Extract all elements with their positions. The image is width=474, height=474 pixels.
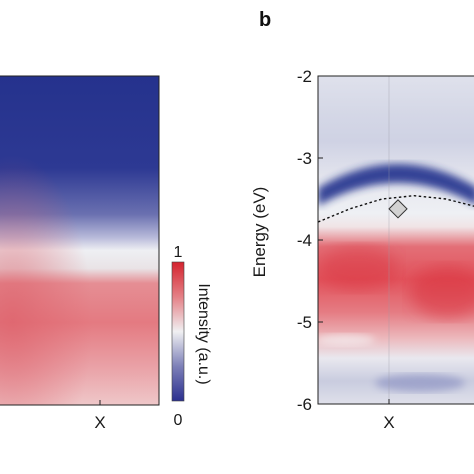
panel-b-y-tick-label: -6 <box>297 395 312 414</box>
panel-b: -2 -3 -4 -5 -6 X <box>297 67 474 432</box>
panel-a-heatmap-highlight <box>0 76 159 405</box>
panel-a: X <box>0 75 160 432</box>
panel-b-red-patch-left <box>318 246 398 290</box>
panel-b-y-tick-label: -2 <box>297 67 312 86</box>
panel-a-x-tick-label: X <box>94 413 105 432</box>
panel-b-x-tick-label: X <box>383 413 394 432</box>
panel-a-frame <box>0 75 160 406</box>
panel-b-y-tick-label: -4 <box>297 231 312 250</box>
colorbar-title: Intensity (a.u.) <box>195 283 212 384</box>
panel-b-light-streak <box>318 334 375 346</box>
panel-b-y-axis: -2 -3 -4 -5 -6 <box>297 67 323 414</box>
colorbar-min-label: 0 <box>174 412 183 429</box>
colorbar-max-label: 1 <box>174 244 183 261</box>
colorbar-gradient <box>171 261 185 402</box>
panel-b-red-patch-right <box>410 266 474 318</box>
panel-b-y-axis-title: Energy (eV) <box>250 187 269 278</box>
panel-b-label: b <box>259 9 271 31</box>
panel-b-band-intensity <box>318 164 474 206</box>
panel-b-y-tick-label: -3 <box>297 149 312 168</box>
panel-b-diamond-marker <box>388 199 408 219</box>
panel-b-y-tick-label: -5 <box>297 313 312 332</box>
panel-b-lower-blue-patch <box>375 374 465 392</box>
panel-b-heatmap <box>318 76 474 404</box>
colorbar: 1 0 Intensity (a.u.) <box>171 244 212 429</box>
